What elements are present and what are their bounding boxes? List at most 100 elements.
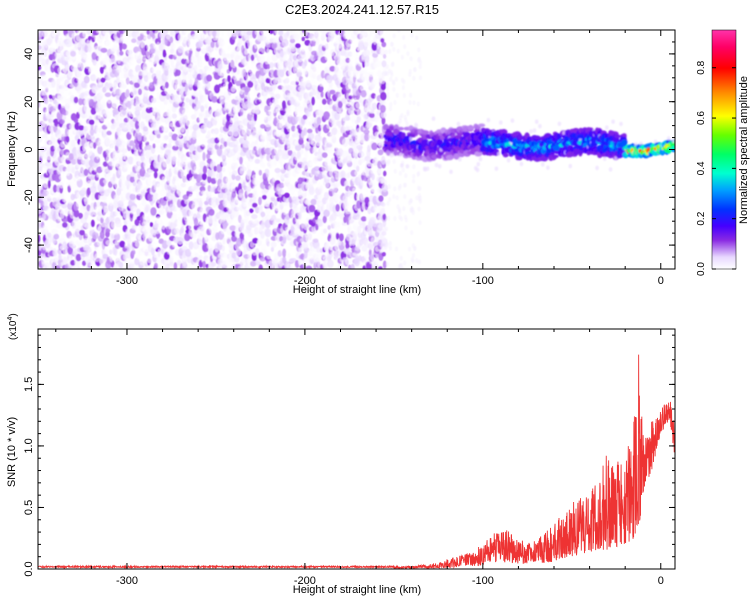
heatmap-cell	[147, 258, 152, 264]
heatmap-cell	[254, 105, 260, 114]
heatmap-cell	[316, 140, 321, 147]
heatmap-cell	[119, 106, 123, 113]
heatmap-cell	[53, 233, 60, 240]
heatmap-cell	[202, 260, 206, 269]
heatmap-cell	[113, 247, 118, 256]
heatmap-cell	[86, 216, 91, 224]
heatmap-cell	[377, 169, 384, 176]
heatmap-cell	[201, 190, 207, 195]
heatmap-cell	[284, 192, 290, 199]
heatmap-cell	[375, 258, 380, 265]
heatmap-cell	[237, 38, 243, 46]
heatmap-cell	[99, 173, 104, 179]
heatmap-cell	[94, 253, 100, 263]
heatmap-cell	[101, 165, 109, 173]
heatmap-cell	[140, 41, 145, 49]
heatmap-cell	[310, 139, 316, 146]
heatmap-cell	[354, 149, 359, 157]
heatmap-cell	[38, 125, 44, 132]
heatmap-cell	[38, 234, 41, 243]
heatmap-cell	[211, 96, 218, 103]
heatmap-cell	[254, 158, 261, 164]
heatmap-cell	[105, 40, 111, 49]
heatmap-cell	[105, 228, 111, 233]
heatmap-cell	[316, 116, 322, 125]
heatmap-cell	[81, 187, 87, 195]
heatmap-cell	[239, 156, 243, 165]
heatmap-cell	[51, 87, 57, 96]
heatmap-cell	[278, 68, 285, 78]
heatmap-cell	[287, 252, 291, 259]
heatmap-cell	[76, 69, 81, 78]
heatmap-cell	[67, 163, 74, 170]
heatmap-cell	[364, 41, 369, 48]
heatmap-cell	[286, 30, 290, 37]
heatmap-cell	[210, 261, 217, 267]
heatmap-cell	[140, 184, 145, 192]
heatmap-cell	[308, 184, 314, 194]
heatmap-cell	[123, 164, 129, 170]
heatmap-cell	[73, 216, 80, 222]
heatmap-cell	[105, 148, 111, 154]
heatmap-cell	[180, 124, 185, 133]
heatmap-cell	[308, 204, 316, 213]
heatmap-cell	[65, 64, 71, 71]
heatmap-cell	[290, 184, 295, 190]
heatmap-cell	[303, 68, 308, 75]
heatmap-cell	[68, 199, 73, 205]
heatmap-cell	[235, 175, 241, 181]
heatmap-cell	[56, 78, 61, 88]
heatmap-cell	[136, 132, 143, 142]
heatmap-cell	[76, 201, 80, 207]
heatmap-cell	[307, 132, 315, 140]
heatmap-cell	[151, 97, 157, 104]
heatmap-cell	[194, 252, 199, 258]
heatmap-cell	[135, 30, 140, 34]
heatmap-cell	[371, 173, 375, 181]
heatmap-cell	[129, 176, 135, 183]
heatmap-cell	[97, 101, 102, 109]
heatmap-cell	[162, 49, 166, 57]
heatmap-cell	[231, 170, 238, 176]
heatmap-cell	[88, 119, 95, 125]
heatmap-cell	[244, 49, 249, 55]
heatmap-cell	[102, 86, 107, 93]
heatmap-cell	[202, 193, 206, 201]
heatmap-cell	[75, 253, 82, 262]
heatmap-cell	[322, 234, 327, 241]
heatmap-cell	[104, 33, 109, 40]
heatmap-cell	[281, 158, 287, 165]
heatmap-cell	[95, 71, 101, 80]
heatmap-cell	[148, 169, 153, 176]
heatmap-cell	[175, 213, 180, 221]
heatmap-cell	[315, 30, 319, 34]
heatmap-cell	[78, 212, 83, 219]
heatmap-cell	[323, 228, 328, 234]
heatmap-cell	[124, 98, 128, 103]
heatmap-cell	[282, 248, 287, 258]
heatmap-cell	[152, 242, 159, 250]
heatmap-cell	[41, 212, 46, 221]
heatmap-cell	[75, 221, 81, 228]
heatmap-cell	[283, 53, 289, 60]
heatmap-cell	[303, 30, 309, 37]
heatmap-cell	[156, 183, 162, 190]
heatmap-cell	[326, 60, 333, 67]
heatmap-cell	[324, 52, 329, 61]
heatmap-cell	[86, 187, 91, 196]
heatmap-cell	[341, 138, 349, 147]
heatmap-cell	[198, 116, 204, 122]
heatmap-cell	[260, 30, 265, 35]
heatmap-cell	[301, 41, 305, 47]
heatmap-cell	[121, 122, 129, 130]
heatmap-cell	[43, 80, 50, 89]
heatmap-cell	[121, 43, 127, 50]
heatmap-cell	[278, 63, 284, 70]
heatmap-cell	[113, 228, 119, 235]
heatmap-cell	[77, 266, 81, 269]
heatmap-cell	[147, 71, 151, 80]
heatmap-cell	[103, 205, 108, 213]
heatmap-cell	[121, 83, 127, 89]
heatmap-cell	[281, 38, 289, 47]
